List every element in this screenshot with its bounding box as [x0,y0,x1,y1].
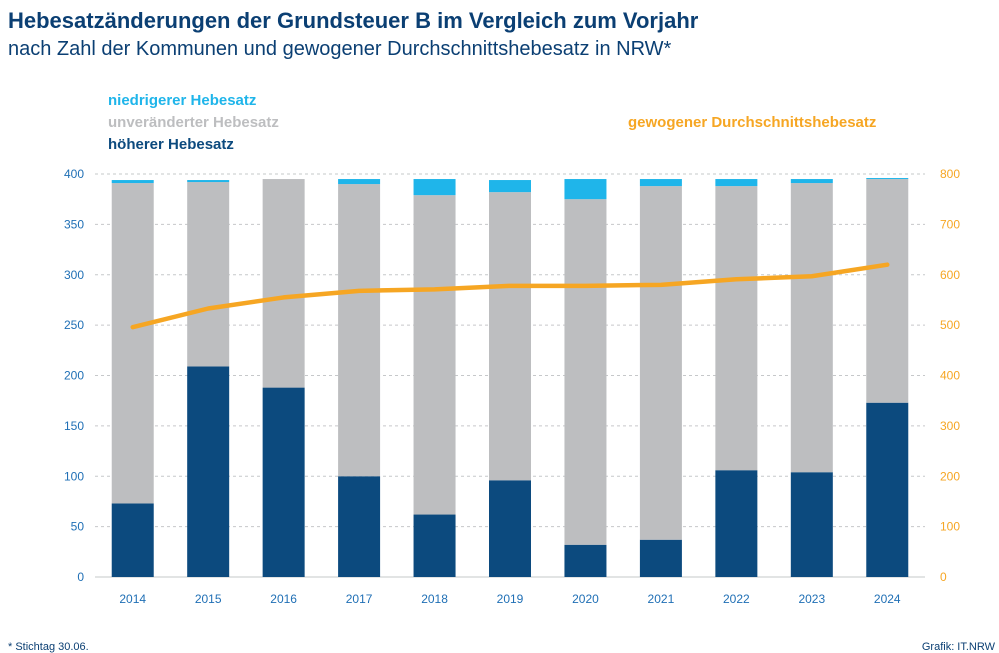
x-tick: 2018 [421,592,448,606]
bar-unchanged [262,179,305,388]
y-tick-left: 400 [64,167,84,181]
legend-lower-rate: niedrigerer Hebesatz [108,92,257,109]
x-tick: 2022 [723,592,750,606]
x-tick: 2014 [119,592,146,606]
y-tick-right: 500 [940,318,960,332]
bar-lower [489,180,531,193]
bar-unchanged [413,195,456,515]
y-tick-right: 0 [940,570,947,584]
bar-lower [790,179,833,184]
x-tick: 2016 [270,592,297,606]
legend-unchanged-rate: unveränderter Hebesatz [108,114,279,131]
bar-unchanged [111,183,154,504]
y-tick-right: 200 [940,469,960,483]
bar-higher [187,366,230,577]
bar-higher [790,472,833,577]
bar-unchanged [489,192,531,481]
y-tick-left: 350 [64,217,84,231]
bar-higher [639,539,682,577]
bar-lower [187,180,230,183]
bar-higher [489,480,531,577]
bar-higher [715,470,758,577]
y-tick-left: 300 [64,268,84,282]
bar-unchanged [639,186,682,540]
bar-higher [262,387,305,577]
bar-unchanged [715,186,758,471]
y-tick-left: 200 [64,369,84,383]
chart-subtitle: nach Zahl der Kommunen und gewogener Dur… [8,38,672,60]
x-tick: 2023 [798,592,825,606]
legend-higher-rate: höherer Hebesatz [108,136,234,153]
y-tick-left: 100 [64,469,84,483]
bar-higher [338,476,381,577]
y-tick-right: 700 [940,217,960,231]
credit: Grafik: IT.NRW [921,641,995,653]
bar-higher [413,514,456,577]
bar-unchanged [187,182,230,367]
bar-unchanged [790,183,833,473]
bar-unchanged [866,179,909,403]
y-tick-right: 300 [940,419,960,433]
bar-lower [413,179,456,196]
bar-higher [564,544,607,577]
y-tick-left: 250 [64,318,84,332]
y-tick-left: 50 [71,520,85,534]
y-tick-right: 400 [940,369,960,383]
bar-lower [111,180,154,184]
bar-lower [338,179,381,185]
x-tick: 2019 [497,592,524,606]
bar-lower [866,178,909,180]
x-tick: 2024 [874,592,901,606]
line-average-rate [130,262,890,330]
x-tick: 2015 [195,592,222,606]
x-tick: 2017 [346,592,373,606]
x-tick: 2020 [572,592,599,606]
y-tick-left: 150 [64,419,84,433]
chart-title: Hebesatzänderungen der Grundsteuer B im … [8,8,699,33]
legend-average-rate: gewogener Durchschnittshebesatz [628,114,877,131]
bar-unchanged [564,199,607,545]
bar-lower [715,179,758,187]
y-tick-right: 800 [940,167,960,181]
y-tick-right: 100 [940,520,960,534]
bar-higher [111,503,154,577]
bar-lower [639,179,682,187]
bar-unchanged [338,184,381,477]
footnote: * Stichtag 30.06. [8,641,89,653]
x-tick: 2021 [648,592,675,606]
bar-higher [866,402,909,577]
y-tick-left: 0 [77,570,84,584]
bar-lower [564,179,607,200]
y-tick-right: 600 [940,268,960,282]
